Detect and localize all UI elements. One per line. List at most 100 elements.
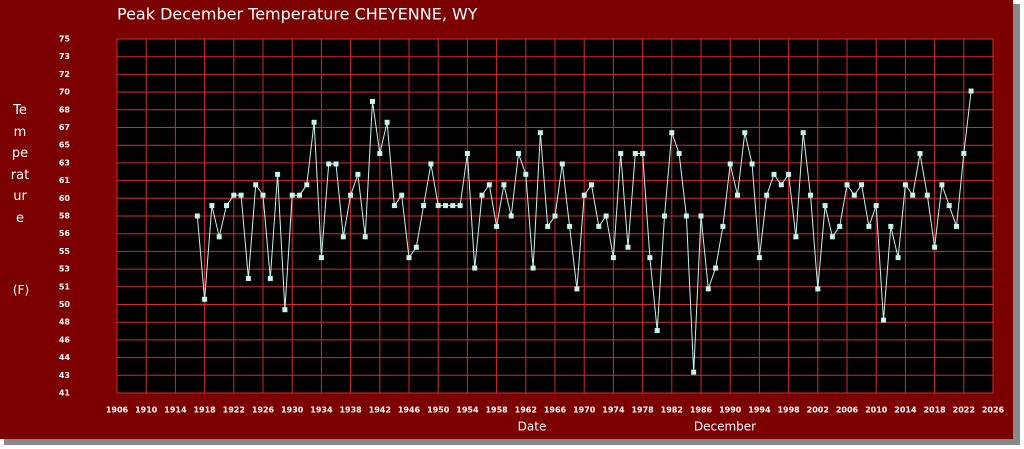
data-point — [727, 161, 733, 167]
x-tick-label: 1934 — [310, 406, 333, 415]
x-tick-label: 2006 — [836, 406, 859, 415]
data-point — [501, 182, 507, 188]
data-point — [311, 119, 317, 125]
data-point — [282, 307, 288, 313]
y-tick-label: 44 — [59, 353, 71, 362]
x-tick-label: 2018 — [923, 406, 946, 415]
y-tick-label: 43 — [59, 371, 70, 380]
y-tick-label: 55 — [59, 247, 71, 256]
data-point — [421, 203, 427, 209]
data-point — [735, 192, 740, 198]
data-point — [209, 203, 215, 209]
x-tick-label: 1986 — [690, 406, 713, 415]
data-point — [888, 223, 894, 229]
data-point — [581, 192, 587, 198]
x-tick-label: 1950 — [427, 406, 450, 415]
data-point — [793, 234, 799, 240]
y-axis-unit: (F) — [12, 283, 30, 297]
data-point — [406, 255, 412, 261]
data-point — [494, 223, 500, 229]
data-point — [464, 151, 470, 157]
x-tick-label: 2010 — [865, 406, 888, 415]
data-point — [450, 203, 456, 209]
data-point — [625, 244, 631, 250]
x-tick-label: 1930 — [281, 406, 304, 415]
data-point — [362, 234, 368, 240]
x-tick-label: 1962 — [515, 406, 537, 415]
data-point — [837, 223, 843, 229]
data-point — [881, 317, 886, 323]
data-point — [713, 265, 719, 271]
data-point — [516, 151, 521, 157]
data-point — [954, 223, 959, 229]
data-point — [764, 192, 770, 198]
data-point — [340, 234, 346, 240]
x-tick-label: 1922 — [223, 406, 245, 415]
data-point — [603, 213, 609, 219]
data-point — [537, 130, 543, 136]
data-point — [523, 171, 529, 177]
y-tick-label: 65 — [59, 141, 71, 150]
x-tick-label: 1958 — [485, 406, 508, 415]
x-tick-label: 1974 — [602, 406, 625, 415]
data-point — [683, 213, 689, 219]
data-point — [275, 171, 281, 177]
x-tick-label: 1994 — [748, 406, 771, 415]
x-tick-label: 2026 — [982, 406, 1005, 415]
data-point — [815, 286, 821, 292]
data-point — [910, 192, 916, 198]
x-tick-label: 1938 — [339, 406, 362, 415]
data-point — [669, 130, 675, 136]
x-tick-label: 1914 — [164, 406, 187, 415]
data-point — [618, 151, 624, 157]
data-point — [355, 171, 361, 177]
data-point — [589, 182, 594, 188]
data-point — [486, 182, 492, 188]
data-point — [873, 203, 879, 209]
data-point — [932, 244, 938, 250]
x-tick-label: 1998 — [777, 406, 800, 415]
data-point — [428, 161, 434, 167]
data-point — [808, 192, 813, 198]
data-point — [289, 192, 295, 198]
data-point — [829, 234, 835, 240]
data-point — [202, 296, 208, 302]
data-point — [304, 182, 310, 188]
data-point — [435, 203, 441, 209]
data-point — [720, 223, 726, 229]
data-point — [676, 151, 682, 157]
y-tick-label: 51 — [59, 282, 71, 291]
x-tick-label: 1978 — [631, 406, 654, 415]
x-tick-label: 1926 — [252, 406, 275, 415]
x-tick-label: 2022 — [953, 406, 975, 415]
data-point — [822, 203, 828, 209]
y-tick-label: 50 — [59, 300, 71, 309]
annotation: December — [694, 420, 756, 434]
data-point — [377, 151, 383, 157]
data-point — [866, 223, 872, 229]
data-point — [391, 203, 397, 209]
x-tick-label: 2014 — [894, 406, 917, 415]
y-axis-label: Temperature — [10, 103, 30, 226]
data-point — [238, 192, 244, 198]
data-point — [253, 182, 259, 188]
x-tick-label: 2002 — [807, 406, 829, 415]
data-point — [370, 98, 375, 104]
data-point — [224, 203, 229, 209]
data-point — [260, 192, 266, 198]
data-point — [771, 171, 777, 177]
chart-title: Peak December Temperature CHEYENNE, WY — [117, 5, 478, 24]
y-tick-label: 67 — [59, 123, 70, 132]
data-point — [333, 161, 339, 167]
data-point — [508, 213, 514, 219]
data-point — [545, 223, 551, 229]
data-point — [756, 255, 762, 261]
data-point — [399, 192, 405, 198]
data-point — [946, 203, 952, 209]
data-point — [348, 192, 354, 198]
data-point — [939, 182, 945, 188]
data-point — [778, 182, 784, 188]
x-tick-label: 1942 — [369, 406, 391, 415]
